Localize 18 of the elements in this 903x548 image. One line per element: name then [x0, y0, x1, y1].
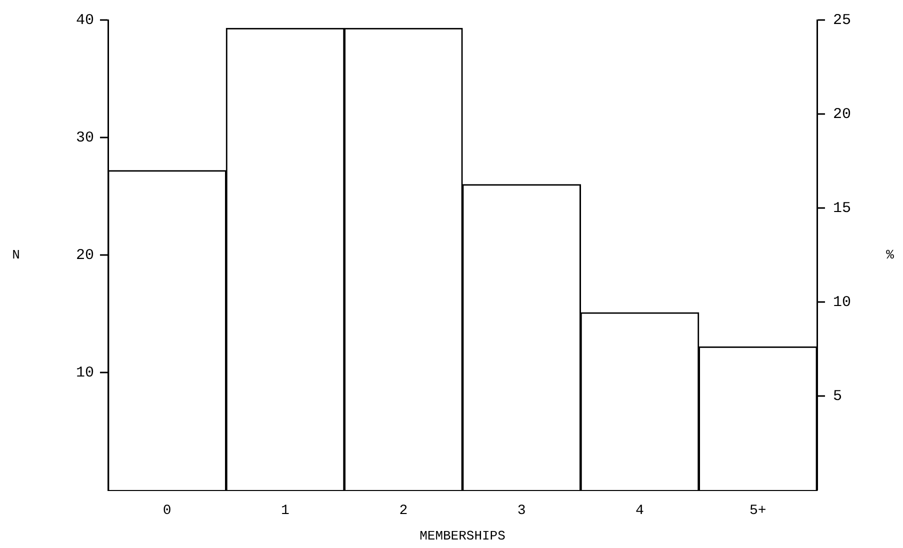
x-tick-label: 3 [517, 503, 526, 520]
y2-tick-label: 10 [833, 294, 852, 311]
y-tick-label: 30 [76, 129, 94, 146]
y-tick-label: 20 [76, 246, 94, 264]
y2-tick-label: 5 [833, 388, 842, 405]
y2-axis-title: % [886, 247, 894, 262]
y2-tick-label: 25 [833, 12, 852, 29]
y-axis-title: N [12, 247, 20, 262]
y-tick-label: 40 [76, 12, 94, 29]
x-tick-label: 0 [162, 503, 172, 520]
x-tick-label: 2 [399, 503, 408, 520]
x-tick-label: 1 [281, 503, 290, 520]
y2-tick-label: 15 [833, 200, 852, 217]
x-axis-title: MEMBERSHIPS [420, 528, 506, 544]
x-tick-label: 4 [636, 503, 644, 520]
x-tick-label: 5+ [750, 503, 766, 520]
y-tick-label: 10 [76, 364, 94, 382]
y2-tick-label: 20 [833, 106, 852, 123]
